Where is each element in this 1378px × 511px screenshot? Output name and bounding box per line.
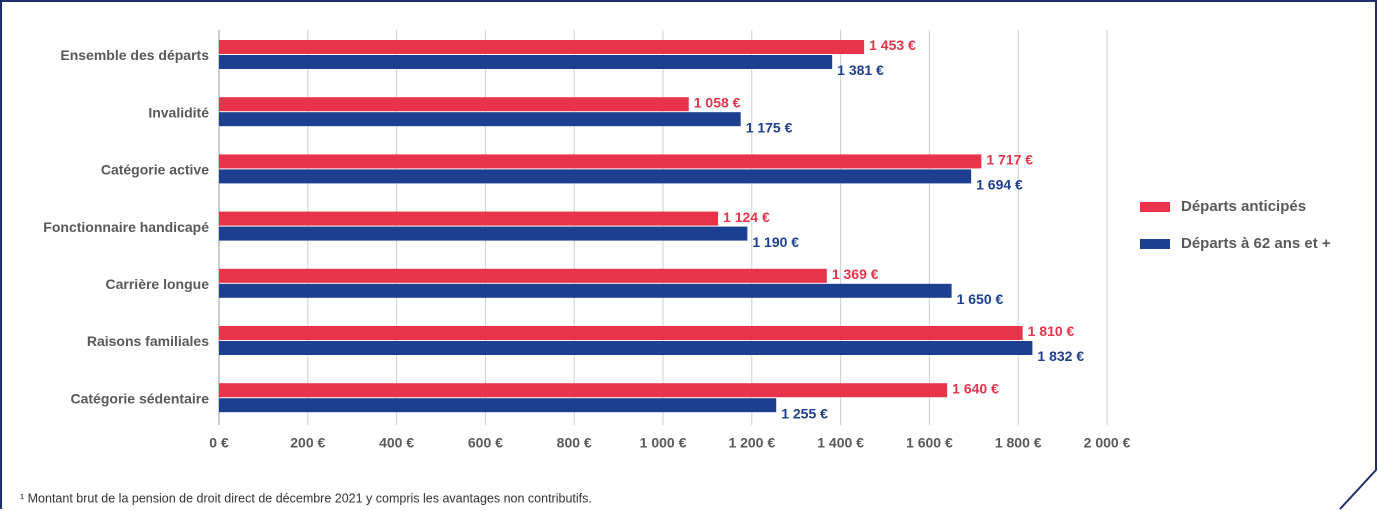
bar [219, 112, 741, 127]
x-tick-label: 200 € [290, 435, 325, 451]
value-label: 1 640 € [952, 380, 999, 396]
bar [219, 341, 1033, 355]
value-label: 1 810 € [1028, 323, 1075, 339]
value-label: 1 124 € [723, 209, 770, 225]
bar [219, 169, 972, 184]
value-label: 1 694 € [976, 177, 1023, 193]
x-tick-label: 600 € [468, 435, 503, 451]
x-tick-label: 2 000 € [1084, 435, 1131, 451]
value-label: 1 369 € [832, 266, 879, 282]
footnote: ¹ Montant brut de la pension de droit di… [20, 491, 592, 505]
bar [219, 40, 865, 54]
category-label: Catégorie active [101, 162, 209, 178]
x-tick-label: 1 400 € [817, 435, 864, 451]
value-label: 1 832 € [1037, 348, 1084, 364]
bar [219, 55, 833, 69]
bar [219, 97, 689, 112]
value-label: 1 058 € [694, 94, 741, 110]
value-label: 1 190 € [752, 234, 799, 250]
value-label: 1 650 € [957, 291, 1004, 307]
category-label: Raisons familiales [87, 333, 209, 349]
x-tick-label: 400 € [379, 435, 414, 451]
bar [219, 383, 948, 398]
value-label: 1 255 € [781, 405, 828, 421]
x-tick-label: 1 000 € [640, 435, 687, 451]
x-tick-label: 0 € [209, 435, 229, 451]
bar [219, 268, 827, 283]
value-label: 1 717 € [986, 152, 1033, 168]
legend-label: Départs à 62 ans et + [1181, 235, 1331, 252]
value-label: 1 453 € [869, 37, 916, 53]
category-label: Invalidité [148, 104, 209, 120]
value-label: 1 175 € [746, 119, 793, 135]
legend-label: Départs anticipés [1181, 198, 1306, 215]
bar [219, 283, 952, 298]
x-tick-label: 1 200 € [728, 435, 775, 451]
category-label: Fonctionnaire handicapé [43, 219, 209, 235]
legend-swatch [1140, 239, 1170, 249]
x-tick-label: 1 800 € [995, 435, 1042, 451]
bar [219, 211, 719, 226]
x-tick-label: 1 600 € [906, 435, 953, 451]
category-label: Catégorie sédentaire [71, 390, 210, 406]
category-label: Ensemble des départs [60, 47, 209, 63]
bar [219, 226, 748, 241]
bar [219, 326, 1023, 340]
x-tick-label: 800 € [557, 435, 592, 451]
value-label: 1 381 € [837, 62, 884, 78]
bar [219, 398, 777, 413]
legend-swatch [1140, 202, 1170, 212]
category-label: Carrière longue [106, 276, 210, 292]
bar [219, 154, 982, 169]
